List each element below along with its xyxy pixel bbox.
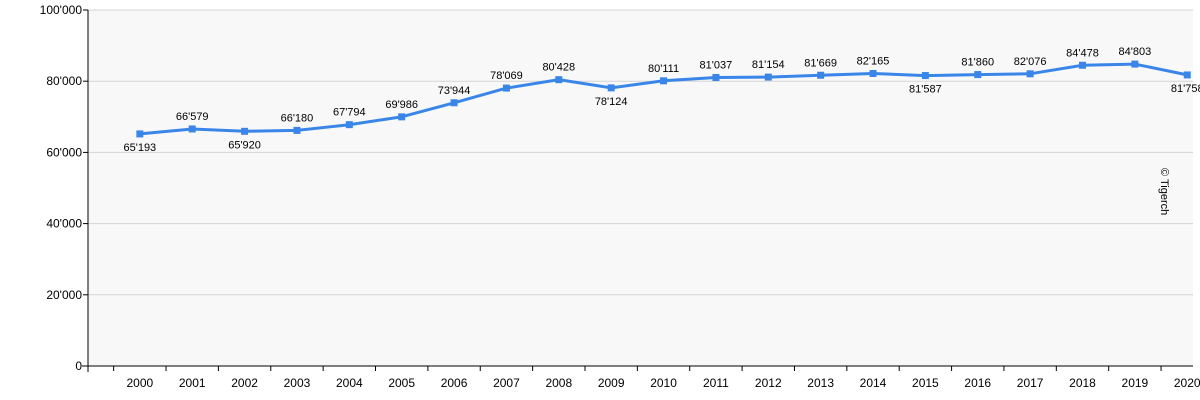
x-tick-label: 2007 [493,376,520,390]
x-tick-label: 2016 [964,376,991,390]
data-label: 84'478 [1066,47,1099,59]
data-label: 65'920 [228,139,261,151]
data-point [764,73,772,81]
data-point [450,99,458,107]
data-point [660,77,668,85]
data-label: 81'154 [752,59,785,71]
data-label: 82'165 [857,55,890,67]
copyright-watermark: © Tigerch [1158,168,1170,215]
x-tick-label: 2013 [807,376,834,390]
data-label: 65'193 [123,142,156,154]
data-label: 84'803 [1119,46,1152,58]
data-label: 69'986 [385,99,418,111]
x-tick-label: 2011 [703,376,729,390]
x-tick-label: 2017 [1017,376,1044,390]
gridlines [88,9,1193,296]
data-point [555,76,563,84]
y-axis-ticks: 0 20'000 40'000 60'000 80'000 100'000 [40,3,88,373]
data-point [188,125,196,133]
data-point [712,74,720,82]
x-tick-label: 2015 [912,376,939,390]
data-point [1131,60,1139,68]
x-tick-label: 2019 [1122,376,1149,390]
x-tick-label: 2006 [441,376,468,390]
x-tick-label: 2008 [545,376,572,390]
plot-area [88,10,1193,366]
data-point [974,71,982,79]
x-axis-ticks: 2000 2001 2002 2003 2004 2005 2006 2007 2008 2009… [113,366,1200,390]
data-point [136,130,144,138]
data-label: 81'860 [961,57,994,69]
y-tick-label: 40'000 [46,217,82,231]
y-tick-label: 80'000 [46,74,82,88]
data-label: 81'669 [804,57,837,69]
data-label: 73'944 [438,85,471,97]
x-tick-label: 2020 [1174,376,1200,390]
data-point [1079,61,1086,69]
y-tick-label: 100'000 [40,3,83,17]
data-label: 81'587 [909,84,942,96]
x-tick-label: 2012 [755,376,782,390]
data-point [502,84,510,92]
data-label: 80'111 [648,63,679,75]
x-tick-label: 2010 [650,376,677,390]
data-labels: 65'193 66'579 65'920 66'180 67'794 69'986 73'9… [123,46,1200,154]
y-tick-label: 20'000 [46,288,82,302]
x-tick-label: 2002 [231,376,258,390]
x-tick-label: 2003 [284,376,311,390]
x-tick-label: 2001 [179,376,206,390]
data-label: 67'794 [333,107,366,119]
data-point [1183,71,1191,79]
data-label: 78'069 [490,70,523,82]
y-tick-label: 0 [75,359,82,373]
data-label: 66'579 [176,111,209,123]
data-label: 81'037 [700,60,733,72]
series-markers [136,60,1191,138]
x-tick-label: 2014 [860,376,887,390]
x-tick-label: 2009 [598,376,625,390]
data-label: 66'180 [281,112,314,124]
data-label: 82'076 [1014,56,1047,68]
x-tick-label: 2004 [336,376,363,390]
data-label: 80'428 [542,62,575,74]
data-point [869,69,877,77]
data-point [345,121,353,129]
data-point [817,71,825,79]
x-tick-label: 2005 [388,376,415,390]
x-tick-label: 2018 [1069,376,1096,390]
data-point [398,113,406,121]
x-tick-label: 2000 [126,376,153,390]
data-point [241,127,249,135]
data-label: 78'124 [595,96,628,108]
data-point [921,72,929,80]
data-point [607,84,615,92]
data-label: 81'758 [1171,83,1200,95]
data-point [293,126,301,134]
y-tick-label: 60'000 [46,145,82,159]
data-point [1026,70,1034,78]
